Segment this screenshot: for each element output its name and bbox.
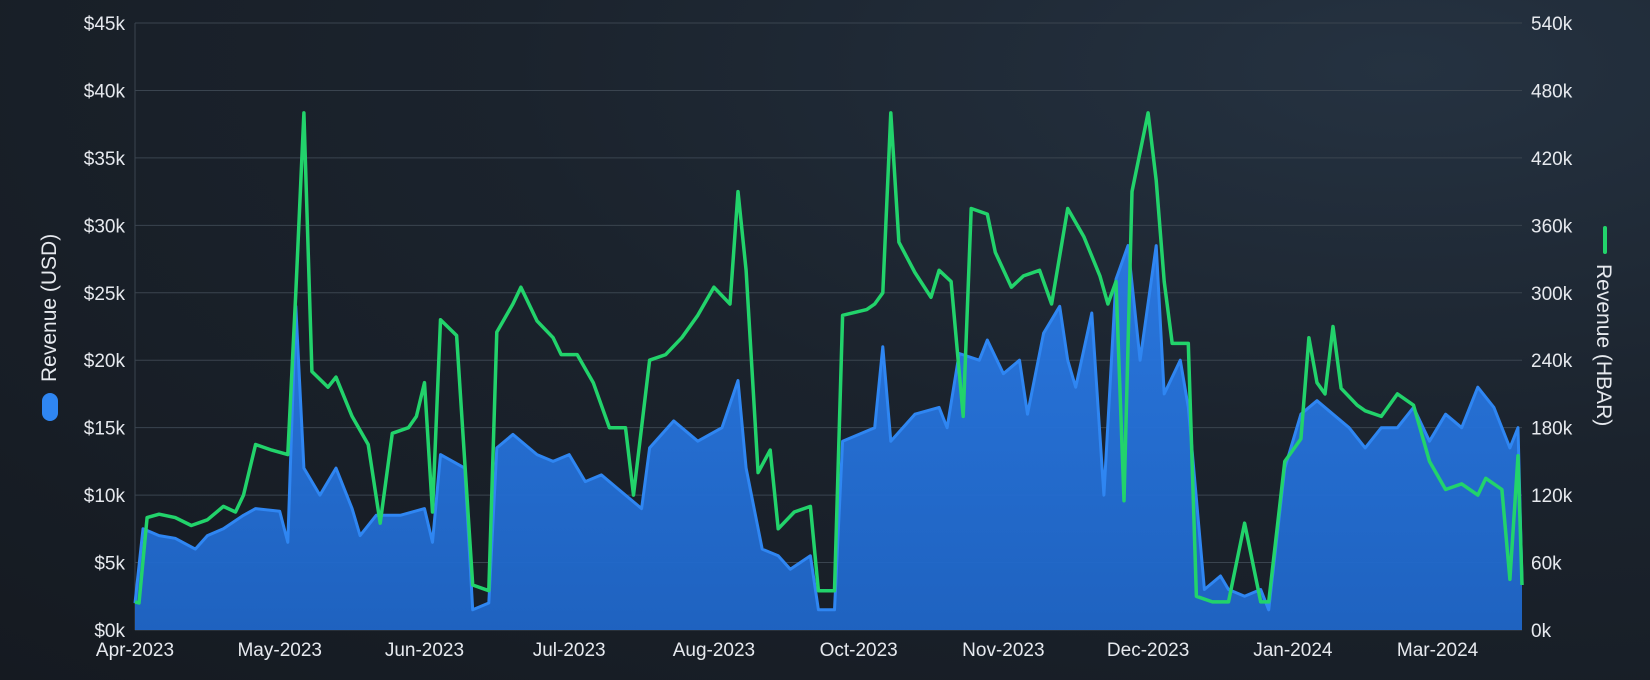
right-y-tick: 300k (1531, 284, 1573, 305)
x-tick: Jun-2023 (385, 640, 464, 661)
x-tick: Dec-2023 (1107, 640, 1189, 661)
x-tick: May-2023 (237, 640, 322, 661)
usd-series (133, 244, 1524, 630)
left-axis-title: Revenue (USD) (38, 234, 61, 382)
left-axis-ticks: $0k $5k $10k $15k $20k $25k $30k $35k $40k $45k (84, 14, 126, 642)
right-y-tick: 0k (1531, 621, 1552, 642)
left-y-tick: $20k (84, 351, 126, 372)
left-y-tick: $10k (84, 486, 126, 507)
hbar-series (134, 111, 1524, 605)
right-y-tick: 240k (1531, 351, 1573, 372)
right-y-tick: 120k (1531, 486, 1573, 507)
x-tick: Mar-2024 (1397, 640, 1479, 661)
right-y-tick: 60k (1531, 554, 1562, 575)
right-y-tick: 540k (1531, 14, 1573, 35)
x-axis-ticks: Apr-2023 May-2023 Jun-2023 Jul-2023 Aug-2023… (96, 640, 1479, 661)
usd-line (133, 244, 1524, 612)
left-y-tick: $5k (94, 554, 125, 575)
right-axis-ticks: 0k 60k 120k 180k 240k 300k 360k 420k 480k 540k (1531, 14, 1573, 642)
right-y-tick: 480k (1531, 81, 1573, 102)
left-y-tick: $25k (84, 284, 126, 305)
x-tick: Apr-2023 (96, 640, 174, 661)
right-axis-legend: Revenue (HBAR) (1592, 226, 1615, 426)
x-tick: Oct-2023 (820, 640, 898, 661)
left-y-tick: $35k (84, 149, 126, 170)
left-axis-legend: Revenue (USD) (38, 234, 61, 421)
left-y-tick: $40k (84, 81, 126, 102)
left-y-tick: $15k (84, 419, 126, 440)
right-y-tick: 360k (1531, 216, 1573, 237)
right-axis-title: Revenue (HBAR) (1592, 264, 1615, 426)
x-tick: Aug-2023 (673, 640, 755, 661)
left-y-tick: $0k (94, 621, 125, 642)
x-tick: Jan-2024 (1253, 640, 1333, 661)
x-tick: Nov-2023 (962, 640, 1044, 661)
left-y-tick: $45k (84, 14, 126, 35)
x-tick: Jul-2023 (533, 640, 606, 661)
blue-rounded-marker-icon (42, 393, 58, 421)
right-y-tick: 420k (1531, 149, 1573, 170)
right-y-tick: 180k (1531, 419, 1573, 440)
hbar-line (134, 111, 1524, 605)
left-y-tick: $30k (84, 216, 126, 237)
green-line-marker-icon (1603, 226, 1607, 254)
usd-area (135, 245, 1522, 630)
